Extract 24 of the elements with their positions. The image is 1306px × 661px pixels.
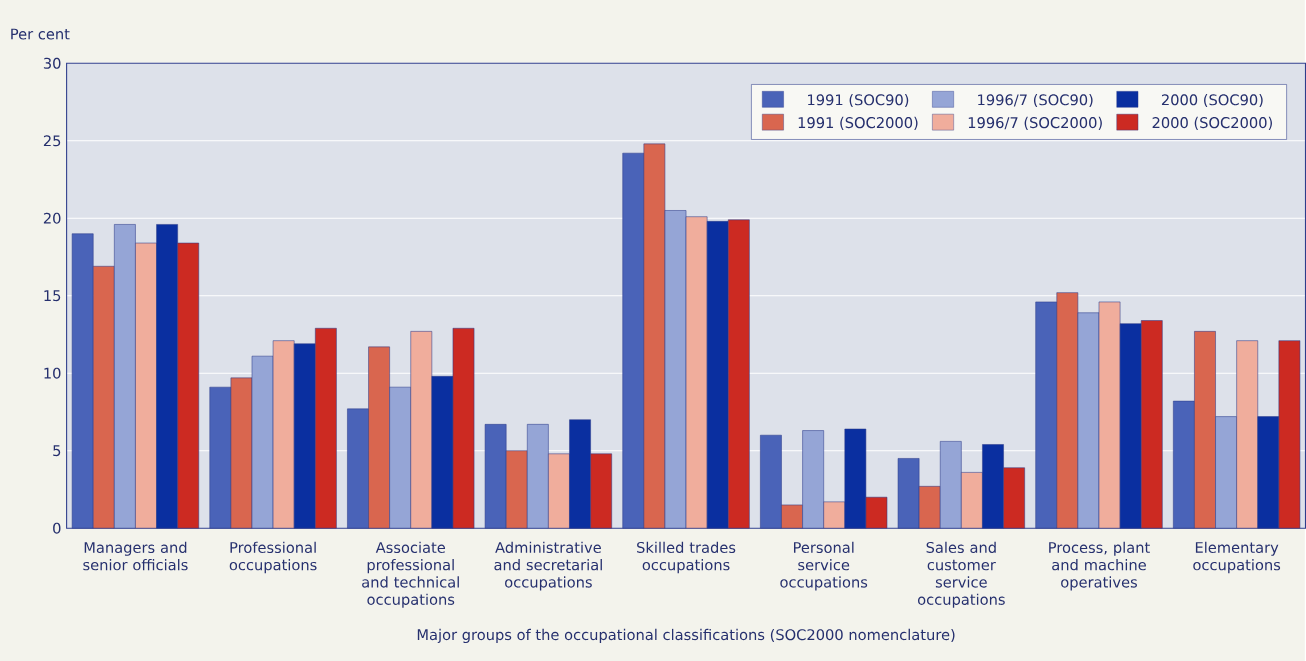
x-tick-label: Associate professional and technical occupations [362, 541, 459, 608]
y-axis-title: Per cent [11, 28, 70, 40]
x-tick-label: Process, plant and machine operatives [1049, 541, 1150, 591]
y-tick-label: 15 [44, 290, 61, 301]
x-tick-label: Personal service occupations [780, 541, 868, 591]
x-tick-label: Sales and customer service occupations [917, 541, 1005, 608]
y-tick-label: 10 [44, 367, 61, 379]
y-tick-label: 25 [43, 135, 61, 147]
legend-label: 1996/7 (SOC90) [978, 93, 1093, 107]
legend-label: 1991 (SOC2000) [798, 116, 918, 130]
x-tick-label: Elementary occupations [1193, 541, 1281, 573]
x-tick-label: Administrative and secretarial occupations [494, 541, 602, 591]
x-tick-label: Skilled trades occupations [637, 541, 736, 573]
legend-label: 1996/7 (SOC2000) [968, 116, 1102, 130]
legend-label: 2000 (SOC90) [1161, 93, 1263, 107]
y-tick-label: 20 [43, 212, 61, 224]
y-tick-label: 30 [43, 57, 61, 69]
x-tick-label: Managers and senior officials [83, 541, 188, 571]
x-tick-label: Professional occupations [229, 541, 317, 573]
legend-label: 2000 (SOC2000) [1152, 116, 1272, 130]
legend-label: 1991 (SOC90) [808, 93, 909, 107]
x-axis-title: Major groups of the occupational classifications (SOC2000 nomenclature) [417, 628, 955, 643]
y-tick-label: 5 [53, 445, 61, 456]
y-tick-label: 0 [53, 522, 61, 534]
